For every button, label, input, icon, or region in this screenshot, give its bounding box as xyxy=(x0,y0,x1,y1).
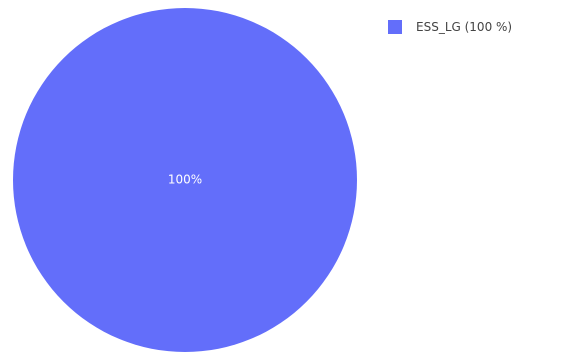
pie-slice-ess-lg[interactable] xyxy=(13,8,357,352)
pie-slice-label-ess-lg: 100% xyxy=(168,173,202,187)
legend-label-ess-lg[interactable]: ESS_LG (100 %) xyxy=(416,20,513,34)
legend-swatch-ess-lg[interactable] xyxy=(388,20,402,34)
legend[interactable]: ESS_LG (100 %) xyxy=(388,20,512,34)
